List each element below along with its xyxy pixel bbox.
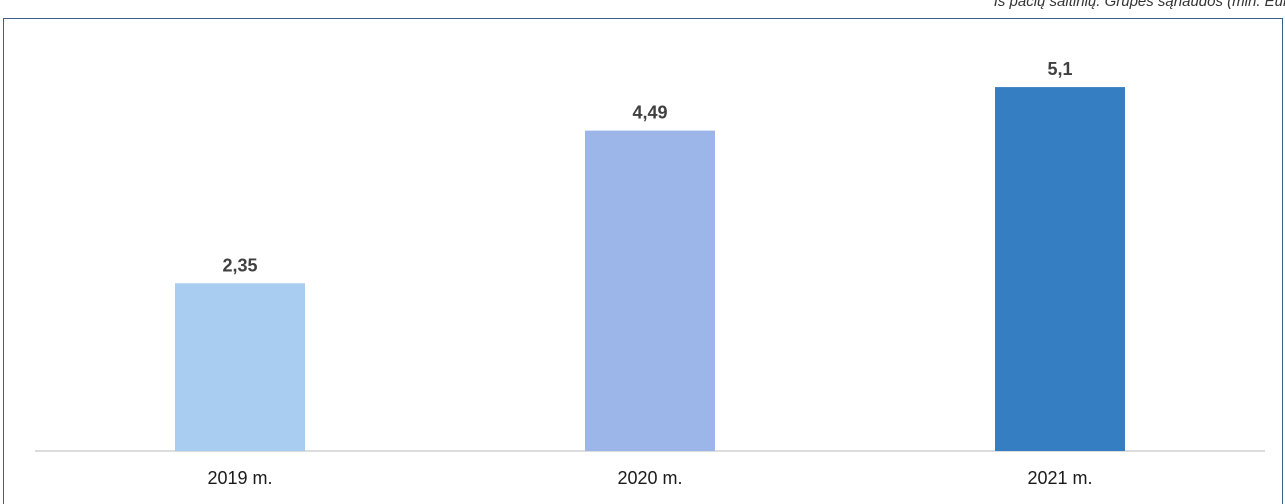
value-labels-group: 2,35 4,49 5,1 xyxy=(222,59,1072,275)
value-label-1: 4,49 xyxy=(632,103,667,123)
value-label-2: 5,1 xyxy=(1047,59,1072,79)
bars-group xyxy=(175,87,1125,451)
value-label-0: 2,35 xyxy=(222,255,257,275)
x-tick-label-0: 2019 m. xyxy=(207,468,272,488)
x-tick-label-1: 2020 m. xyxy=(617,468,682,488)
bar-0 xyxy=(175,283,305,451)
chart-caption: Iš pačių šaltinių. Grupės sąnaudos (mln.… xyxy=(993,0,1285,10)
x-tick-labels-group: 2019 m. 2020 m. 2021 m. xyxy=(207,468,1092,488)
bar-1 xyxy=(585,130,715,451)
bar-2 xyxy=(995,87,1125,451)
x-tick-label-2: 2021 m. xyxy=(1027,468,1092,488)
